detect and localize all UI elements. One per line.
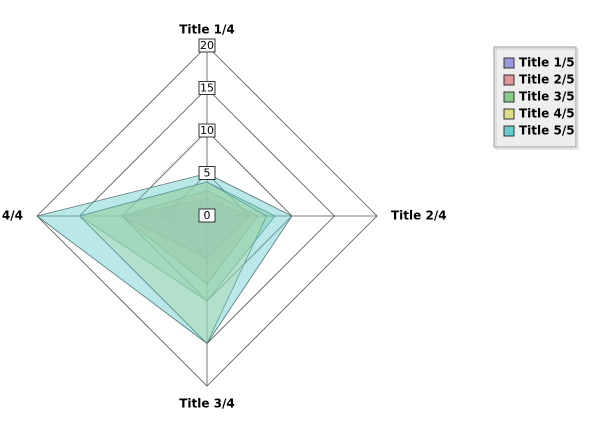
tick-box bbox=[198, 208, 216, 223]
legend-label: Title 1/5 bbox=[519, 56, 575, 70]
legend-label: Title 2/5 bbox=[519, 73, 575, 87]
series-area bbox=[120, 198, 251, 259]
tick-label: 15 bbox=[200, 82, 214, 95]
series-area bbox=[121, 190, 259, 285]
legend-swatch bbox=[503, 125, 515, 137]
legend-swatch bbox=[503, 57, 515, 69]
axis-label: Title 3/4 bbox=[179, 397, 235, 411]
legend-swatch bbox=[503, 108, 515, 120]
series-area bbox=[36, 173, 293, 345]
tick-box bbox=[198, 123, 216, 138]
tick-label: 10 bbox=[200, 124, 214, 137]
axis-label: Title 1/4 bbox=[179, 23, 235, 37]
tick-label: 0 bbox=[204, 209, 211, 222]
legend-label: Title 3/5 bbox=[519, 90, 575, 104]
tick-box bbox=[198, 166, 216, 180]
legend-shadow bbox=[495, 48, 579, 150]
tick-box bbox=[198, 38, 216, 53]
axis-label: 4/4 bbox=[2, 209, 23, 223]
axis-label: Title 2/4 bbox=[391, 209, 447, 223]
legend-swatch bbox=[503, 74, 515, 86]
tick-label: 20 bbox=[200, 39, 214, 52]
legend-swatch bbox=[503, 91, 515, 103]
tick-box bbox=[198, 81, 216, 95]
legend-label: Title 5/5 bbox=[519, 124, 575, 138]
legend-label: Title 4/5 bbox=[519, 107, 575, 121]
tick-label: 5 bbox=[204, 167, 211, 180]
